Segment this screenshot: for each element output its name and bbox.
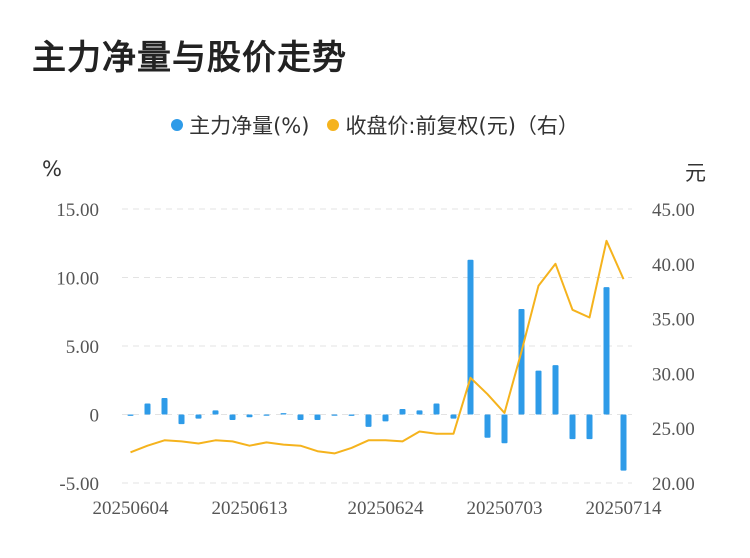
bar <box>416 410 423 415</box>
y-left-tick-label: -5.00 <box>59 474 99 495</box>
bar <box>144 403 151 415</box>
legend-label-net-volume: 主力净量(%) <box>189 114 310 138</box>
bar <box>263 414 270 416</box>
bar <box>382 414 389 422</box>
y-left-tick-label: 15.00 <box>56 200 99 221</box>
y-right-tick-label: 25.00 <box>652 419 695 440</box>
bar <box>212 410 219 415</box>
legend-label-close-price: 收盘价:前复权(元)（右） <box>345 114 579 138</box>
bar <box>314 414 321 420</box>
y-left-tick-label: 0 <box>90 406 100 427</box>
bar <box>229 414 236 420</box>
legend: 主力净量(%) 收盘价:前复权(元)（右） <box>0 110 750 140</box>
bar <box>331 414 338 416</box>
bar <box>246 414 253 418</box>
bar <box>161 398 168 415</box>
legend-item-close-price[interactable]: 收盘价:前复权(元)（右） <box>327 110 579 140</box>
y-right-tick-label: 20.00 <box>652 474 695 495</box>
x-tick-label: 20250703 <box>467 498 543 519</box>
bar <box>484 414 491 438</box>
bar <box>552 365 559 415</box>
bar <box>365 414 372 427</box>
chart-title: 主力净量与股价走势 <box>32 38 347 78</box>
bar <box>127 414 134 416</box>
legend-item-net-volume[interactable]: 主力净量(%) <box>171 110 309 140</box>
bar <box>501 414 508 444</box>
bar <box>518 309 525 415</box>
y-right-tick-label: 35.00 <box>652 310 695 331</box>
bar <box>399 409 406 415</box>
bar <box>297 414 304 420</box>
bar <box>433 403 440 415</box>
right-axis-unit: 元 <box>685 161 706 185</box>
bar <box>348 414 355 416</box>
y-left-tick-label: 5.00 <box>66 337 99 358</box>
bar <box>280 413 287 415</box>
legend-dot-bar <box>171 119 184 131</box>
bar <box>195 414 202 419</box>
bar <box>586 414 593 440</box>
x-tick-label: 20250624 <box>348 498 425 519</box>
x-tick-label: 20250604 <box>93 498 170 519</box>
bar <box>467 259 474 415</box>
y-right-tick-label: 45.00 <box>652 200 695 221</box>
bar <box>450 414 457 419</box>
bar <box>178 414 185 425</box>
bar <box>620 414 627 471</box>
bar <box>603 287 610 415</box>
y-right-tick-label: 40.00 <box>652 255 695 276</box>
bar <box>569 414 576 440</box>
bar <box>535 370 542 415</box>
left-axis-unit: % <box>42 157 62 181</box>
y-left-tick-label: 10.00 <box>56 269 99 290</box>
price-line <box>130 239 625 455</box>
x-tick-label: 20250613 <box>212 498 288 519</box>
y-right-tick-label: 30.00 <box>652 364 695 385</box>
x-tick-label: 20250714 <box>586 498 663 519</box>
legend-dot-line <box>327 119 340 131</box>
